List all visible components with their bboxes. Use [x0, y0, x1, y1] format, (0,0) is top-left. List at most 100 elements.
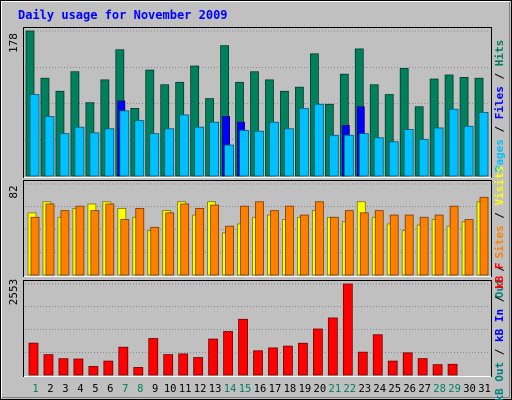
bar-sites-day-27 [419, 216, 429, 276]
x-tick-label: 18 [284, 383, 297, 395]
bar-kb-f-day-7 [118, 346, 129, 376]
bar-pages-day-18 [284, 128, 294, 177]
bar-pages-day-1 [29, 94, 40, 177]
bar-sites-day-3 [60, 210, 70, 276]
panel-max-label: 82 [7, 185, 20, 198]
bar-sites-day-2 [45, 203, 55, 276]
bar-sites-day-1 [30, 216, 40, 276]
bar-sites-day-5 [90, 210, 100, 276]
bar-kb-f-day-27 [417, 358, 428, 376]
panel-legend: kB Out / kB In / kB F [493, 262, 506, 400]
x-tick-label: 5 [92, 383, 98, 395]
x-tick-label: 9 [152, 383, 158, 395]
bar-pages-day-3 [59, 133, 70, 177]
legend-entry-files: Files [493, 86, 506, 119]
legend-entry-out: Out [493, 278, 506, 298]
bar-pages-day-21 [328, 134, 339, 177]
x-tick-label: 6 [107, 383, 113, 395]
bar-sites-day-23 [359, 212, 369, 276]
legend-entry-kb-out: kB Out [493, 362, 506, 400]
legend-separator: / [493, 342, 506, 362]
bar-sites-day-14 [225, 225, 234, 276]
bar-sites-day-20 [314, 201, 324, 276]
bar-kb-f-day-6 [103, 360, 114, 376]
bar-sites-day-16 [255, 201, 264, 276]
bar-kb-f-day-26 [402, 352, 413, 376]
legend-entry-hits: Hits [493, 40, 506, 67]
bar-sites-day-31 [479, 196, 489, 276]
bar-sites-day-19 [300, 214, 309, 276]
legend-separator: / [493, 289, 506, 309]
x-tick-label: 20 [314, 383, 327, 395]
bar-sites-day-29 [449, 205, 459, 276]
panel-legend: Out / Sites / Visits [493, 166, 506, 299]
bar-pages-day-11 [179, 114, 190, 177]
bar-kb-f-day-9 [148, 338, 159, 376]
x-tick-label: 25 [388, 383, 401, 395]
x-tick-label: 16 [254, 383, 267, 395]
chart-title: Daily usage for November 2009 [18, 8, 228, 22]
bar-kb-f-day-13 [208, 338, 219, 376]
x-tick-label: 27 [418, 383, 431, 395]
bar-pages-day-12 [194, 126, 205, 177]
bar-pages-day-4 [74, 126, 85, 177]
bar-sites-day-30 [464, 219, 474, 276]
bar-kb-f-day-21 [327, 317, 338, 376]
x-tick-label: 17 [269, 383, 282, 395]
x-tick-label: 10 [164, 383, 177, 395]
bar-pages-day-23 [358, 133, 369, 177]
bar-kb-f-day-2 [43, 354, 54, 376]
bar-sites-day-22 [344, 210, 354, 276]
x-tick-label: 2 [47, 383, 53, 395]
x-tick-label: 23 [358, 383, 371, 395]
bar-sites-day-24 [374, 210, 384, 276]
bar-sites-day-6 [105, 203, 115, 276]
bar-kb-f-day-23 [357, 351, 368, 376]
bar-pages-day-2 [44, 116, 55, 177]
legend-separator: / [493, 206, 506, 226]
x-tick-label: 14 [224, 383, 237, 395]
bar-kb-f-day-29 [447, 363, 458, 376]
bar-pages-day-14 [224, 144, 234, 177]
bar-kb-f-day-14 [223, 331, 233, 376]
bar-sites-day-15 [240, 205, 249, 276]
x-tick-label: 30 [463, 383, 476, 395]
bar-pages-day-25 [388, 141, 399, 177]
bar-pages-day-28 [433, 127, 444, 177]
bar-pages-day-10 [164, 128, 175, 177]
bar-sites-day-13 [210, 204, 220, 276]
bar-kb-f-day-15 [238, 318, 248, 376]
legend-separator: / [493, 259, 506, 279]
bar-kb-f-day-17 [268, 347, 278, 376]
bar-kb-f-day-16 [253, 350, 263, 376]
bar-kb-f-day-1 [28, 342, 39, 376]
bar-pages-day-26 [403, 129, 414, 177]
x-tick-label: 22 [343, 383, 356, 395]
bar-sites-day-8 [135, 208, 145, 276]
x-tick-label: 21 [329, 383, 342, 395]
bar-kb-f-day-10 [163, 354, 174, 376]
bar-pages-day-13 [209, 121, 220, 177]
bar-kb-f-day-18 [283, 345, 293, 376]
legend-separator: / [493, 119, 506, 139]
bar-kb-f-day-4 [73, 358, 84, 376]
bar-kb-f-day-12 [193, 357, 204, 376]
x-tick-label: 7 [122, 383, 128, 395]
bar-sites-day-4 [75, 205, 85, 276]
bar-pages-day-8 [134, 120, 145, 177]
legend-entry-kb-f: kB F [493, 262, 506, 289]
bar-pages-day-15 [239, 129, 249, 177]
panel-legend: Pages / Files / Hits [493, 40, 506, 173]
bar-pages-day-31 [478, 112, 489, 177]
legend-entry-pages: Pages [493, 139, 506, 172]
bar-sites-day-25 [389, 214, 399, 276]
x-tick-label: 29 [448, 383, 461, 395]
bar-pages-day-7 [119, 110, 130, 177]
bar-kb-f-day-24 [372, 334, 383, 376]
bar-sites-day-28 [434, 214, 444, 276]
legend-separator: / [493, 66, 506, 86]
